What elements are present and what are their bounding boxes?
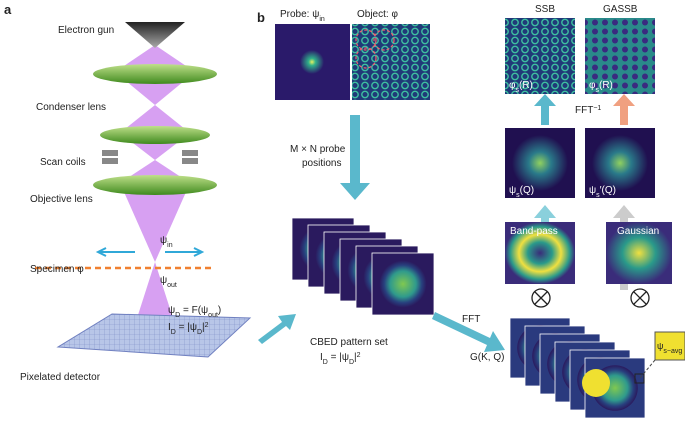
label: ψD = F(ψout): [168, 305, 221, 319]
text-part: 2: [205, 322, 209, 329]
text-part: φ: [589, 80, 596, 91]
label: SSB: [535, 4, 555, 15]
text-part: ψ: [657, 341, 663, 351]
text-part: ψ: [589, 185, 596, 196]
text-part: ψ: [509, 185, 516, 196]
text-part: ψ: [160, 235, 167, 246]
text-part: Specimen: [30, 264, 77, 275]
text-part: Q: [493, 352, 501, 363]
label: Probe: ψin: [280, 9, 325, 23]
text-part: I: [320, 352, 323, 363]
text-part: I: [168, 322, 171, 333]
text-part: D: [349, 359, 354, 366]
text-part: (Q): [520, 185, 534, 196]
text-part: = F(ψ: [180, 305, 208, 316]
label: positions: [302, 158, 341, 169]
label: Scan coils: [40, 157, 86, 168]
text-part: in: [167, 242, 173, 249]
text-part: s: [595, 87, 599, 94]
text-part: s: [516, 192, 520, 199]
text-part: D: [197, 329, 202, 336]
panel-label: a: [4, 2, 12, 17]
label: Electron gun: [58, 25, 114, 36]
label: Specimen φ: [30, 264, 84, 275]
text-part: |: [354, 352, 357, 363]
text-part: ): [501, 352, 504, 363]
text-part: ,: [488, 352, 494, 363]
text-part: −1: [593, 105, 601, 112]
label: Objective lens: [30, 194, 93, 205]
lens: [100, 126, 210, 144]
text-part: ′(Q): [600, 185, 616, 196]
label: ID = |ψD|2: [168, 322, 209, 336]
label: Pixelated detector: [20, 372, 101, 383]
text-part: K: [481, 352, 488, 363]
text-part: (R): [519, 80, 533, 91]
text-part: D: [175, 312, 180, 319]
text-part: φ: [509, 80, 516, 91]
text-part: G(: [470, 352, 482, 363]
text-part: s−avg: [663, 348, 682, 355]
text-part: ψ: [160, 275, 167, 286]
text-part: FFT: [575, 105, 593, 116]
text-part: in: [319, 16, 325, 23]
label: ψs′(Q): [589, 185, 616, 199]
electron-gun: [125, 22, 185, 48]
lens: [93, 175, 217, 195]
text-part: out: [167, 282, 177, 289]
label: Gaussian: [617, 226, 659, 237]
text-part: (R): [599, 80, 613, 91]
label: ID = |ψD|2: [320, 352, 361, 366]
label: ψout: [160, 275, 177, 289]
text-part: s: [596, 192, 600, 199]
text-part: Probe: ψ: [280, 9, 319, 20]
label: Object: φ: [357, 9, 398, 20]
label: G(K, Q): [470, 352, 504, 363]
text-part: D: [323, 359, 328, 366]
label: GASSB: [603, 4, 638, 15]
label: M × N probe: [290, 144, 346, 155]
text-part: φ: [77, 264, 84, 275]
label: φs(R): [589, 80, 613, 94]
text-part: Object: φ: [357, 9, 398, 20]
text-part: ψ: [168, 305, 175, 316]
text-part: ): [218, 305, 221, 316]
text-part: out: [208, 312, 218, 319]
text-part: = |ψ: [176, 322, 197, 333]
label: φs(R): [509, 80, 533, 94]
panel-label: b: [257, 10, 265, 25]
label: FFT−1: [575, 105, 601, 117]
text-part: = |ψ: [328, 352, 349, 363]
text-part: D: [171, 329, 176, 336]
text-part: |: [202, 322, 205, 333]
label: FFT: [462, 314, 480, 325]
label: ψs−avg: [657, 341, 682, 355]
detector: [56, 313, 252, 358]
label: Band-pass: [510, 226, 558, 237]
lens: [93, 64, 217, 84]
label: CBED pattern set: [310, 337, 388, 348]
text-part: s: [515, 87, 519, 94]
label: ψs(Q): [509, 185, 534, 199]
label: Condenser lens: [36, 102, 106, 113]
text-part: 2: [357, 352, 361, 359]
label: ψin: [160, 235, 173, 249]
